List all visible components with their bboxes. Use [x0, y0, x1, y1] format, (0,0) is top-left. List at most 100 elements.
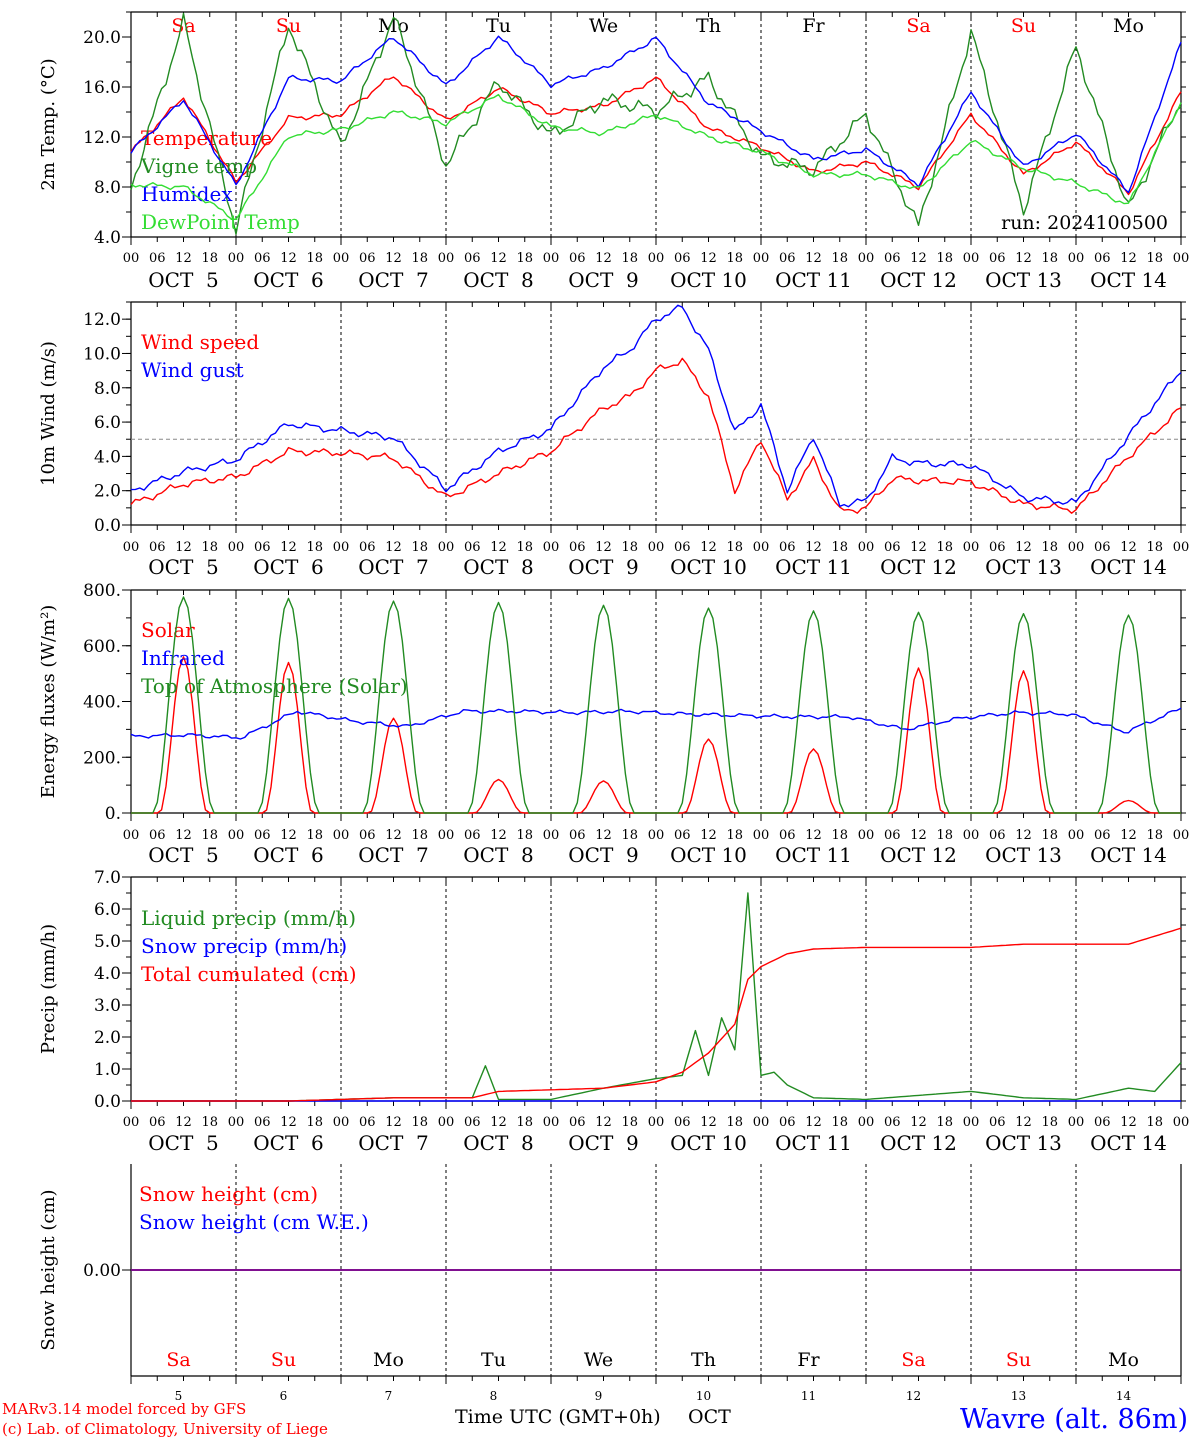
hour-tick-label: 06: [1094, 828, 1111, 843]
hour-tick-label: 00: [123, 1115, 140, 1130]
day-number-label: 10: [696, 1389, 711, 1403]
y-tick-label: 0.0: [94, 516, 121, 536]
y-tick-label: 20.0: [83, 28, 121, 48]
y-tick-label: 12.0: [83, 310, 121, 330]
hour-tick-label: 00: [858, 828, 875, 843]
hour-tick-label: 18: [831, 1115, 848, 1130]
date-label: OCT 8: [463, 555, 533, 579]
legend-entry: Infrared: [141, 646, 225, 670]
hour-tick-label: 18: [201, 540, 218, 555]
date-label: OCT 9: [568, 268, 638, 292]
hour-tick-label: 06: [779, 828, 796, 843]
date-label: OCT 8: [463, 843, 533, 867]
hour-tick-label: 06: [674, 540, 691, 555]
date-label: OCT 6: [253, 1131, 323, 1155]
legend-entry: Liquid precip (mm/h): [141, 906, 356, 930]
hour-tick-label: 12: [280, 251, 297, 266]
hour-tick-label: 18: [201, 1115, 218, 1130]
hour-tick-label: 06: [359, 540, 376, 555]
hour-tick-label: 00: [858, 540, 875, 555]
hour-tick-label: 06: [149, 540, 166, 555]
hour-tick-label: 00: [543, 251, 560, 266]
model-credit: MARv3.14 model forced by GFS: [2, 1400, 246, 1418]
legend-entry: Snow height (cm W.E.): [139, 1210, 369, 1234]
y-tick-label: 1.0: [94, 1060, 121, 1080]
hour-tick-label: 12: [1120, 251, 1137, 266]
hour-tick-label: 12: [385, 1115, 402, 1130]
hour-tick-label: 12: [595, 251, 612, 266]
hour-tick-label: 00: [648, 1115, 665, 1130]
hour-tick-label: 00: [753, 828, 770, 843]
hour-tick-label: 18: [726, 1115, 743, 1130]
hour-tick-label: 18: [411, 828, 428, 843]
day-number-label: 13: [1011, 1389, 1026, 1403]
hour-tick-label: 00: [753, 251, 770, 266]
y-tick-label: 8.0: [94, 178, 121, 198]
weekday-label: Tu: [481, 1349, 506, 1371]
y-axis-label: Precip (mm/h): [38, 924, 59, 1054]
series-line: [130, 35, 1182, 194]
hour-tick-label: 00: [1068, 1115, 1085, 1130]
date-label: OCT 11: [775, 1131, 852, 1155]
y-tick-label: 12.0: [83, 128, 121, 148]
hour-tick-label: 12: [910, 828, 927, 843]
hour-tick-label: 00: [543, 540, 560, 555]
hour-tick-label: 18: [1146, 1115, 1163, 1130]
legend-entry: Total cumulated (cm): [141, 962, 357, 986]
hour-tick-label: 06: [359, 828, 376, 843]
weekday-label: Sa: [901, 1349, 925, 1371]
date-label: OCT 6: [253, 268, 323, 292]
hour-tick-label: 18: [411, 251, 428, 266]
hour-tick-label: 00: [753, 540, 770, 555]
y-tick-label: 800.: [83, 581, 121, 601]
panel-1: 4.0 8.0 12.0 16.0 20.0 2m Temp. (°C) 00 06 12 18 0…: [38, 11, 1189, 292]
hour-tick-label: 00: [228, 828, 245, 843]
date-label: OCT 5: [148, 555, 218, 579]
hour-tick-label: 06: [569, 251, 586, 266]
legend-entry: Top of Atmosphere (Solar): [141, 674, 408, 698]
hour-tick-label: 00: [1173, 828, 1190, 843]
weekday-label: Su: [276, 15, 301, 37]
hour-tick-label: 00: [1068, 828, 1085, 843]
hour-tick-label: 06: [569, 540, 586, 555]
date-label: OCT 12: [880, 1131, 957, 1155]
panels: 4.0 8.0 12.0 16.0 20.0 2m Temp. (°C) 00 06 12 18 0…: [38, 11, 1190, 1403]
date-label: OCT 7: [358, 555, 428, 579]
hour-tick-label: 18: [936, 540, 953, 555]
weekday-label: Mo: [373, 1349, 404, 1371]
hour-tick-label: 00: [543, 828, 560, 843]
hour-tick-label: 06: [359, 251, 376, 266]
date-label: OCT 9: [568, 843, 638, 867]
hour-tick-label: 12: [1120, 540, 1137, 555]
panel-5: 0.00 Snow height (cm) Sa 5 Su 6 Mo 7 Tu 8 We 9 Th 10 F…: [38, 1164, 1182, 1403]
panel-2: 0.0 2.0 4.0 6.0 8.0 10.0 12.0 10m Wind (m/s) 00 0…: [38, 301, 1189, 579]
hour-tick-label: 06: [464, 540, 481, 555]
y-tick-label: 4.0: [94, 228, 121, 248]
hour-tick-label: 06: [254, 828, 271, 843]
hour-tick-label: 18: [726, 251, 743, 266]
hour-tick-label: 12: [490, 251, 507, 266]
y-tick-label: 16.0: [83, 78, 121, 98]
day-number-label: 12: [906, 1389, 921, 1403]
legend-entry: Snow height (cm): [139, 1182, 318, 1206]
date-label: OCT 5: [148, 843, 218, 867]
day-number-label: 14: [1116, 1389, 1132, 1403]
hour-tick-label: 00: [648, 828, 665, 843]
day-number-label: 6: [280, 1389, 288, 1403]
hour-tick-label: 12: [490, 1115, 507, 1130]
hour-tick-label: 18: [936, 828, 953, 843]
hour-tick-label: 00: [333, 1115, 350, 1130]
hour-tick-label: 12: [805, 828, 822, 843]
legend-entry: DewPoint Temp: [141, 210, 300, 234]
hour-tick-label: 00: [333, 828, 350, 843]
hour-tick-label: 12: [175, 1115, 192, 1130]
y-tick-label: 200.: [83, 748, 121, 768]
y-axis-label: 2m Temp. (°C): [38, 58, 59, 190]
hour-tick-label: 12: [700, 251, 717, 266]
hour-tick-label: 12: [385, 251, 402, 266]
hour-tick-label: 06: [359, 1115, 376, 1130]
y-tick-label: 8.0: [94, 379, 121, 399]
series-line: [131, 596, 1181, 814]
y-tick-label: 4.0: [94, 447, 121, 467]
